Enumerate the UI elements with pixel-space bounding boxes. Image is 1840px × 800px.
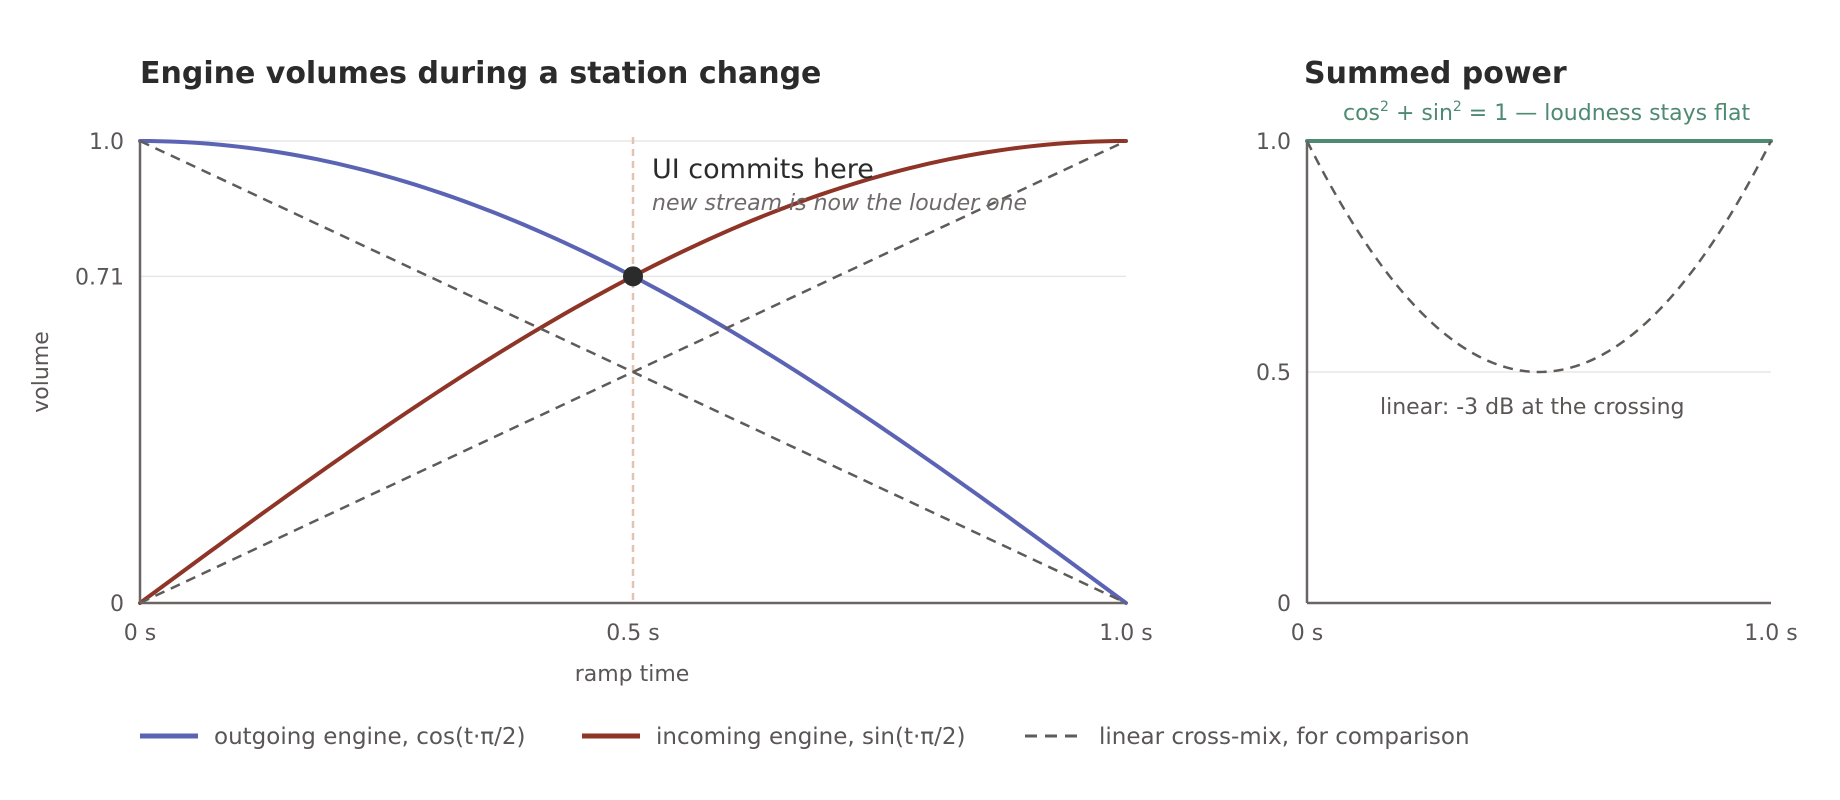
y-tick-label: 0.5 [1256, 361, 1291, 386]
annotation-subtitle: new stream is now the louder one [652, 191, 1027, 216]
axes [1305, 141, 1771, 605]
annotation-title: UI commits here [652, 154, 874, 185]
x-tick-label: 1.0 s [1099, 621, 1152, 646]
linear-dip-note: linear: -3 dB at the crossing [1380, 395, 1685, 420]
marker-layer [623, 266, 643, 287]
legend: outgoing engine, cos(t·π/2) incoming engi… [140, 724, 1470, 750]
legend-label-2: incoming engine, sin(t·π/2) [656, 724, 966, 750]
note-mid: + sin [1389, 101, 1453, 126]
x-tick-label: 0.5 s [606, 621, 659, 646]
volume-chart: Engine volumes during a station change 0… [29, 56, 1153, 687]
y-tick-label: 0.71 [75, 265, 124, 290]
legend-label-3: linear cross-mix, for comparison [1099, 724, 1470, 750]
x-axis-label: ramp time [575, 662, 690, 687]
note-suffix: = 1 — loudness stays flat [1462, 101, 1751, 126]
legend-label-1: outgoing engine, cos(t·π/2) [214, 724, 526, 750]
flat-loudness-note: cos2 + sin2 = 1 — loudness stays flat [1343, 99, 1750, 126]
y-tick-label: 1.0 [89, 130, 124, 155]
y-axis-label: volume [29, 331, 54, 413]
y-tick-label: 0 [1277, 592, 1291, 617]
note-sup-2: 2 [1453, 99, 1462, 115]
axes [138, 141, 1126, 605]
y-tick-label: 1.0 [1256, 130, 1291, 155]
note-sup-1: 2 [1380, 99, 1389, 115]
chart-title: Summed power [1304, 56, 1567, 91]
series-line-linear-cross-mix-for-comparison-3 [139, 139, 1127, 605]
x-tick-label: 0 s [124, 621, 156, 646]
summed-power-chart: Summed power cos2 + sin2 = 1 — loudness … [1256, 56, 1798, 646]
crossing-marker [623, 266, 643, 287]
x-tick-label: 0 s [1291, 621, 1323, 646]
chart-title: Engine volumes during a station change [140, 56, 821, 91]
note-prefix: cos [1343, 101, 1380, 126]
x-tick-label: 1.0 s [1744, 621, 1797, 646]
tick-labels: 0 0.5 1.0 0 s 1.0 s [1256, 130, 1798, 646]
y-tick-label: 0 [110, 592, 124, 617]
series-layer [1305, 139, 1773, 374]
tick-labels: 0 0.71 1.0 0 s 0.5 s 1.0 s [75, 130, 1153, 646]
series-line-linear-1 [1305, 140, 1773, 374]
